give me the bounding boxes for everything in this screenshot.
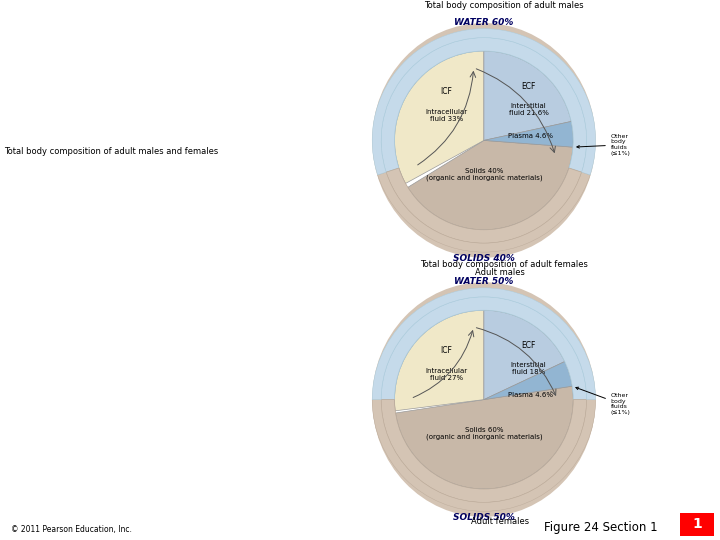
Text: Intracellular
fluid 27%: Intracellular fluid 27%: [426, 368, 467, 381]
Wedge shape: [395, 310, 484, 411]
Text: Solids 60%
(organic and inorganic materials): Solids 60% (organic and inorganic materi…: [426, 427, 542, 440]
Wedge shape: [395, 51, 484, 184]
Text: © 2011 Pearson Education, Inc.: © 2011 Pearson Education, Inc.: [11, 524, 132, 534]
Text: 1: 1: [692, 517, 702, 531]
Text: WATER 60%: WATER 60%: [454, 18, 513, 27]
Text: Adult females: Adult females: [472, 517, 529, 526]
Text: ICF: ICF: [441, 346, 452, 355]
Text: Interstitial
fluid 18%: Interstitial fluid 18%: [510, 362, 546, 375]
Wedge shape: [484, 362, 572, 400]
Text: SOLIDS 50%: SOLIDS 50%: [453, 513, 515, 522]
Text: Figure 24 Section 1: Figure 24 Section 1: [544, 521, 657, 534]
Wedge shape: [386, 168, 582, 243]
Title: Total body composition of adult males: Total body composition of adult males: [424, 1, 584, 10]
Wedge shape: [381, 297, 587, 400]
Wedge shape: [484, 310, 564, 400]
Text: Solids 40%
(organic and inorganic materials): Solids 40% (organic and inorganic materi…: [426, 167, 542, 181]
Text: ECF: ECF: [521, 82, 536, 91]
Wedge shape: [372, 400, 595, 511]
Wedge shape: [484, 51, 571, 140]
Text: Interstitial
fluid 21.6%: Interstitial fluid 21.6%: [508, 103, 549, 116]
Ellipse shape: [395, 51, 573, 230]
Wedge shape: [484, 122, 573, 147]
Wedge shape: [381, 400, 587, 502]
Text: Total body composition of adult males and females: Total body composition of adult males an…: [4, 147, 219, 156]
Text: Plasma 4.6%: Plasma 4.6%: [508, 392, 553, 398]
Wedge shape: [372, 288, 595, 400]
Text: SOLIDS 40%: SOLIDS 40%: [453, 254, 515, 263]
Text: Adult males: Adult males: [475, 268, 526, 278]
Text: Intracellular
fluid 33%: Intracellular fluid 33%: [426, 109, 467, 122]
Text: Other
body
fluids
(≤1%): Other body fluids (≤1%): [576, 387, 631, 415]
Text: ECF: ECF: [521, 341, 536, 350]
Wedge shape: [377, 172, 590, 252]
Wedge shape: [381, 38, 587, 140]
Wedge shape: [372, 29, 595, 175]
Text: Plasma 4.6%: Plasma 4.6%: [508, 133, 553, 139]
Ellipse shape: [372, 282, 595, 517]
Title: Total body composition of adult females: Total body composition of adult females: [420, 260, 588, 269]
Text: WATER 50%: WATER 50%: [454, 277, 513, 286]
Text: ICF: ICF: [441, 87, 452, 96]
Ellipse shape: [395, 310, 573, 489]
Wedge shape: [381, 400, 587, 502]
Ellipse shape: [372, 23, 595, 258]
Wedge shape: [381, 38, 587, 172]
Wedge shape: [408, 140, 573, 230]
Wedge shape: [381, 297, 587, 400]
Wedge shape: [395, 386, 573, 489]
Wedge shape: [381, 140, 587, 243]
Text: Other
body
fluids
(≤1%): Other body fluids (≤1%): [577, 134, 631, 156]
